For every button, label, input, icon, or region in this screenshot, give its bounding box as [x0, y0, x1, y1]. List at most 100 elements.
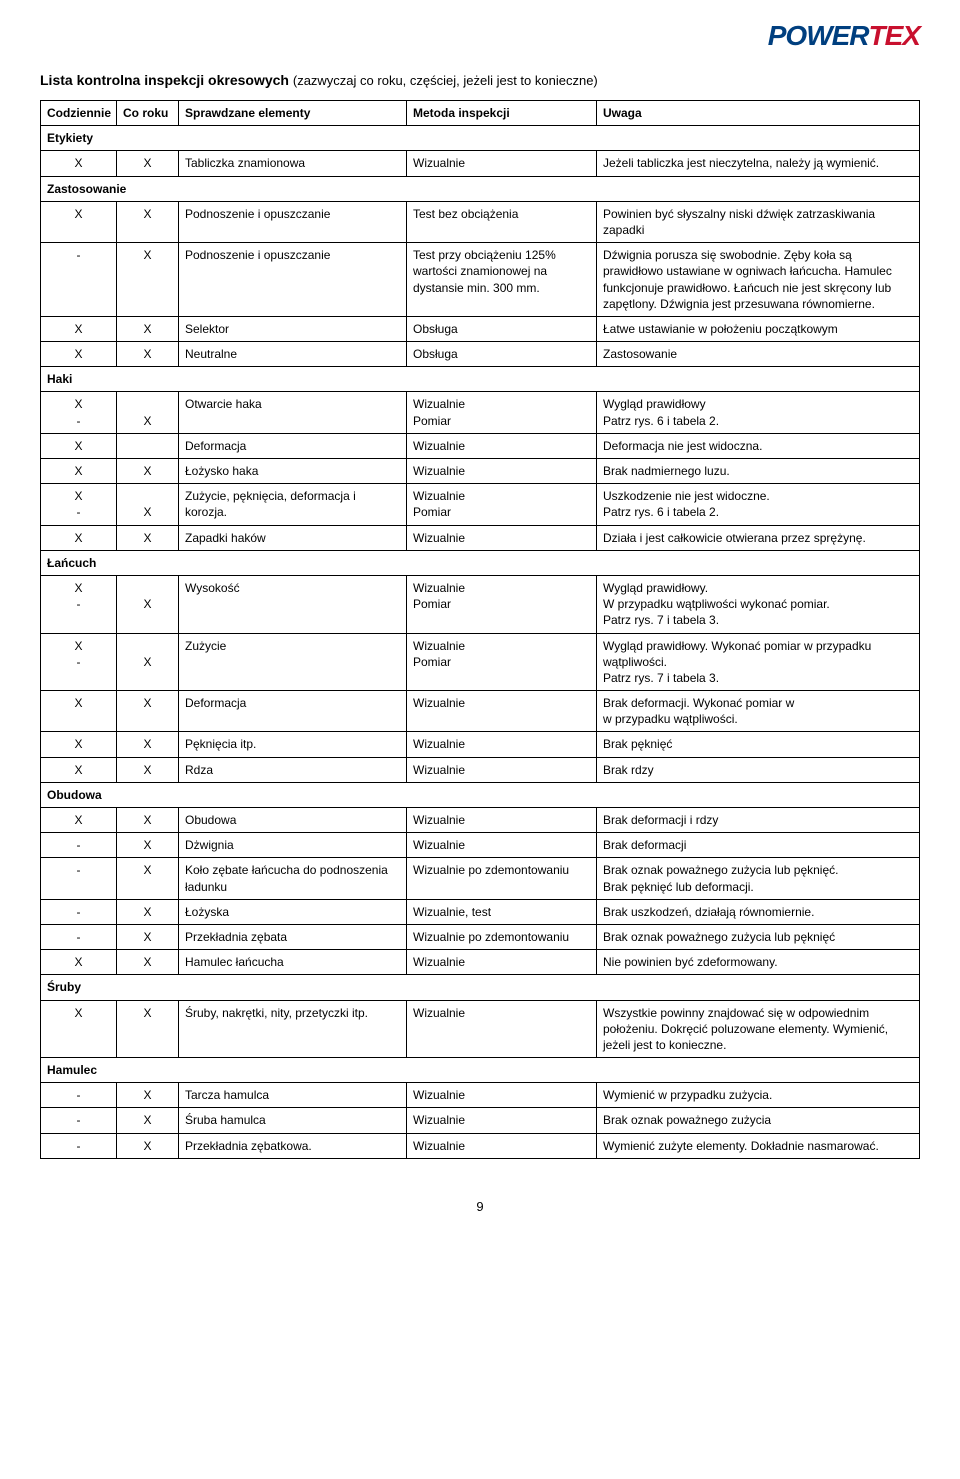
cell-element: Obudowa [179, 808, 407, 833]
cell-element: Śruba hamulca [179, 1108, 407, 1133]
cell-element: Deformacja [179, 433, 407, 458]
cell-note: Nie powinien być zdeformowany. [597, 950, 920, 975]
cell-element: Koło zębate łańcucha do podnoszenia ładu… [179, 858, 407, 899]
cell-daily: X [41, 201, 117, 242]
section-title: Śruby [41, 975, 920, 1000]
logo-part1: POWER [768, 20, 869, 52]
cell-element: Śruby, nakrętki, nity, przetyczki itp. [179, 1000, 407, 1058]
cell-yearly: X [117, 732, 179, 757]
section-header: Haki [41, 367, 920, 392]
cell-yearly: X [117, 1133, 179, 1158]
section-title: Zastosowanie [41, 176, 920, 201]
cell-element: Otwarcie haka [179, 392, 407, 433]
table-row: XXHamulec łańcuchaWizualnieNie powinien … [41, 950, 920, 975]
cell-daily: - [41, 1108, 117, 1133]
cell-yearly: X [117, 575, 179, 633]
cell-note: Działa i jest całkowicie otwierana przez… [597, 525, 920, 550]
cell-element: Zapadki haków [179, 525, 407, 550]
cell-note: Brak oznak poważnego zużycia [597, 1108, 920, 1133]
cell-daily: X [41, 950, 117, 975]
inspection-table: Codziennie Co roku Sprawdzane elementy M… [40, 100, 920, 1159]
cell-element: Tabliczka znamionowa [179, 151, 407, 176]
col-daily: Codziennie [41, 101, 117, 126]
table-row: XXSelektorObsługaŁatwe ustawianie w poło… [41, 316, 920, 341]
cell-element: Łożyska [179, 899, 407, 924]
cell-note: Wymienić w przypadku zużycia. [597, 1083, 920, 1108]
cell-method: Wizualnie [407, 1108, 597, 1133]
table-row: -XTarcza hamulcaWizualnieWymienić w przy… [41, 1083, 920, 1108]
cell-element: Pęknięcia itp. [179, 732, 407, 757]
cell-method: Wizualnie [407, 525, 597, 550]
cell-daily: X [41, 151, 117, 176]
cell-method: Wizualnie [407, 833, 597, 858]
cell-note: Uszkodzenie nie jest widoczne. Patrz rys… [597, 484, 920, 525]
cell-daily: X - [41, 484, 117, 525]
cell-yearly: X [117, 633, 179, 691]
cell-element: Hamulec łańcucha [179, 950, 407, 975]
cell-element: Dżwignia [179, 833, 407, 858]
cell-yearly: X [117, 243, 179, 317]
table-row: XXRdzaWizualnieBrak rdzy [41, 757, 920, 782]
cell-note: Brak nadmiernego luzu. [597, 459, 920, 484]
cell-note: Łatwe ustawianie w położeniu początkowym [597, 316, 920, 341]
cell-yearly: X [117, 950, 179, 975]
table-row: -XPrzekładnia zębatkowa.WizualnieWymieni… [41, 1133, 920, 1158]
table-row: -XKoło zębate łańcucha do podnoszenia ła… [41, 858, 920, 899]
table-row: XXZapadki hakówWizualnieDziała i jest ca… [41, 525, 920, 550]
cell-yearly: X [117, 459, 179, 484]
cell-yearly: X [117, 1000, 179, 1058]
table-row: XDeformacjaWizualnieDeformacja nie jest … [41, 433, 920, 458]
cell-method: Obsługa [407, 342, 597, 367]
cell-yearly: X [117, 342, 179, 367]
cell-daily: X - [41, 575, 117, 633]
cell-note: Wygląd prawidłowy. Wykonać pomiar w przy… [597, 633, 920, 691]
cell-element: Deformacja [179, 691, 407, 732]
section-header: Śruby [41, 975, 920, 1000]
cell-yearly: X [117, 808, 179, 833]
cell-note: Brak deformacji [597, 833, 920, 858]
logo-part2: TEX [869, 20, 920, 52]
cell-yearly: X [117, 525, 179, 550]
cell-method: Wizualnie [407, 433, 597, 458]
cell-yearly: X [117, 201, 179, 242]
table-row: X - XOtwarcie hakaWizualnie PomiarWygląd… [41, 392, 920, 433]
cell-yearly: X [117, 691, 179, 732]
col-element: Sprawdzane elementy [179, 101, 407, 126]
cell-note: Dźwignia porusza się swobodnie. Zęby koł… [597, 243, 920, 317]
cell-note: Brak uszkodzeń, działają równomiernie. [597, 899, 920, 924]
cell-yearly: X [117, 899, 179, 924]
cell-element: Neutralne [179, 342, 407, 367]
cell-method: Wizualnie [407, 1000, 597, 1058]
cell-method: Wizualnie [407, 1133, 597, 1158]
title-sub: (zazwyczaj co roku, częściej, jeżeli jes… [293, 73, 598, 88]
page-number: 9 [40, 1199, 920, 1214]
table-row: -XŚruba hamulcaWizualnieBrak oznak poważ… [41, 1108, 920, 1133]
table-row: XXObudowaWizualnieBrak deformacji i rdzy [41, 808, 920, 833]
cell-note: Deformacja nie jest widoczna. [597, 433, 920, 458]
cell-note: Powinien być słyszalny niski dźwięk zatr… [597, 201, 920, 242]
page-title: Lista kontrolna inspekcji okresowych (za… [40, 72, 920, 88]
cell-element: Łożysko haka [179, 459, 407, 484]
cell-method: Wizualnie, test [407, 899, 597, 924]
col-yearly: Co roku [117, 101, 179, 126]
cell-yearly [117, 433, 179, 458]
table-row: XXDeformacjaWizualnieBrak deformacji. Wy… [41, 691, 920, 732]
section-header: Etykiety [41, 126, 920, 151]
table-row: X - XZużycieWizualnie PomiarWygląd prawi… [41, 633, 920, 691]
cell-element: Tarcza hamulca [179, 1083, 407, 1108]
col-note: Uwaga [597, 101, 920, 126]
cell-daily: X [41, 459, 117, 484]
section-header: Łańcuch [41, 550, 920, 575]
col-method: Metoda inspekcji [407, 101, 597, 126]
cell-method: Wizualnie [407, 459, 597, 484]
cell-note: Brak rdzy [597, 757, 920, 782]
table-row: XXTabliczka znamionowaWizualnieJeżeli ta… [41, 151, 920, 176]
cell-note: Brak deformacji. Wykonać pomiar w w przy… [597, 691, 920, 732]
cell-daily: X [41, 525, 117, 550]
cell-daily: - [41, 924, 117, 949]
table-row: -XDżwigniaWizualnieBrak deformacji [41, 833, 920, 858]
cell-daily: - [41, 243, 117, 317]
cell-daily: X [41, 808, 117, 833]
cell-element: Zużycie [179, 633, 407, 691]
cell-daily: X [41, 342, 117, 367]
